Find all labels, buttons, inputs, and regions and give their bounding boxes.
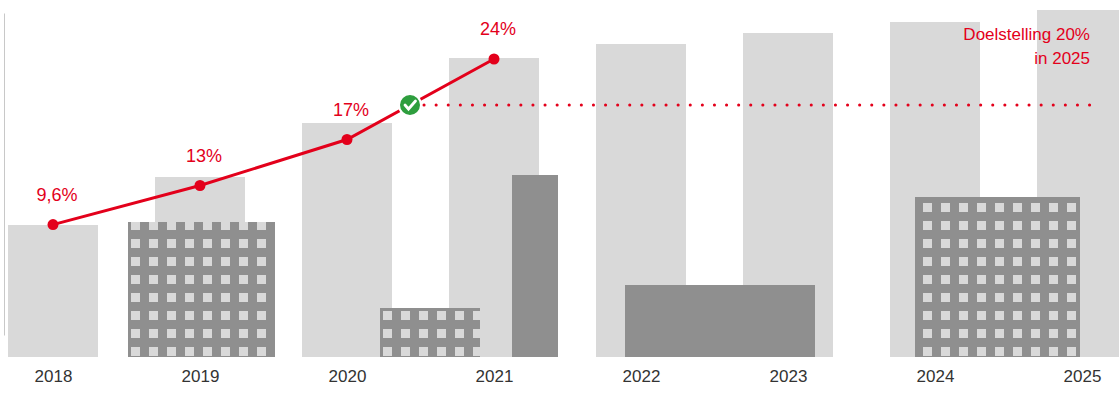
x-tick-label: 2022: [623, 367, 661, 386]
x-tick: 2024: [917, 362, 955, 386]
data-labels: 9,6% 13% 17% 24%: [36, 19, 516, 205]
data-point: [489, 54, 500, 65]
x-tick-label: 2019: [182, 367, 220, 386]
plot-area: [48, 54, 1091, 231]
x-tick: 2018: [35, 362, 73, 386]
x-tick-label: 2025: [1064, 367, 1102, 386]
data-point: [342, 134, 353, 145]
y-axis-line: [4, 14, 5, 336]
backdrop-block: [8, 225, 98, 357]
y-axis: [4, 14, 5, 336]
check-mark: [405, 101, 416, 109]
backdrop-block: [302, 123, 392, 357]
data-label: 24%: [480, 19, 516, 39]
backdrop: [8, 10, 1119, 357]
x-tick: 2019: [182, 362, 220, 386]
check-circle: [399, 94, 421, 116]
data-label: 17%: [333, 100, 369, 120]
chart: 2018 2019 2020 2021 2022 2023 2024 2025 9,6% 13% 1…: [0, 0, 1119, 394]
x-tick: 2022: [623, 362, 661, 386]
x-tick-label: 2018: [35, 367, 73, 386]
data-label: 9,6%: [36, 185, 77, 205]
building-icon: [625, 285, 815, 357]
data-point: [195, 180, 206, 191]
data-label: 13%: [186, 146, 222, 166]
x-tick-label: 2023: [770, 367, 808, 386]
data-point: [48, 219, 59, 230]
building-icon: [128, 222, 275, 357]
building-icon: [512, 175, 558, 357]
x-tick: 2020: [329, 362, 367, 386]
x-tick: 2025: [1064, 362, 1102, 386]
x-tick: 2023: [770, 362, 808, 386]
building-icon: [380, 308, 480, 357]
x-tick: 2021: [476, 362, 514, 386]
x-tick-label: 2024: [917, 367, 955, 386]
x-tick-label: 2021: [476, 367, 514, 386]
target-label: in 2025: [1034, 49, 1090, 68]
target-reached-icon: [399, 94, 421, 116]
x-axis: 2018 2019 2020 2021 2022 2023 2024 2025: [35, 362, 1102, 386]
x-axis-line: [54, 362, 1083, 363]
target-line: [424, 104, 1090, 107]
building-icon: [915, 197, 1080, 357]
target-label: Doelstelling 20%: [963, 25, 1090, 44]
target-annotation: Doelstelling 20% in 2025: [963, 25, 1090, 68]
x-tick-label: 2020: [329, 367, 367, 386]
data-line: [53, 59, 494, 225]
